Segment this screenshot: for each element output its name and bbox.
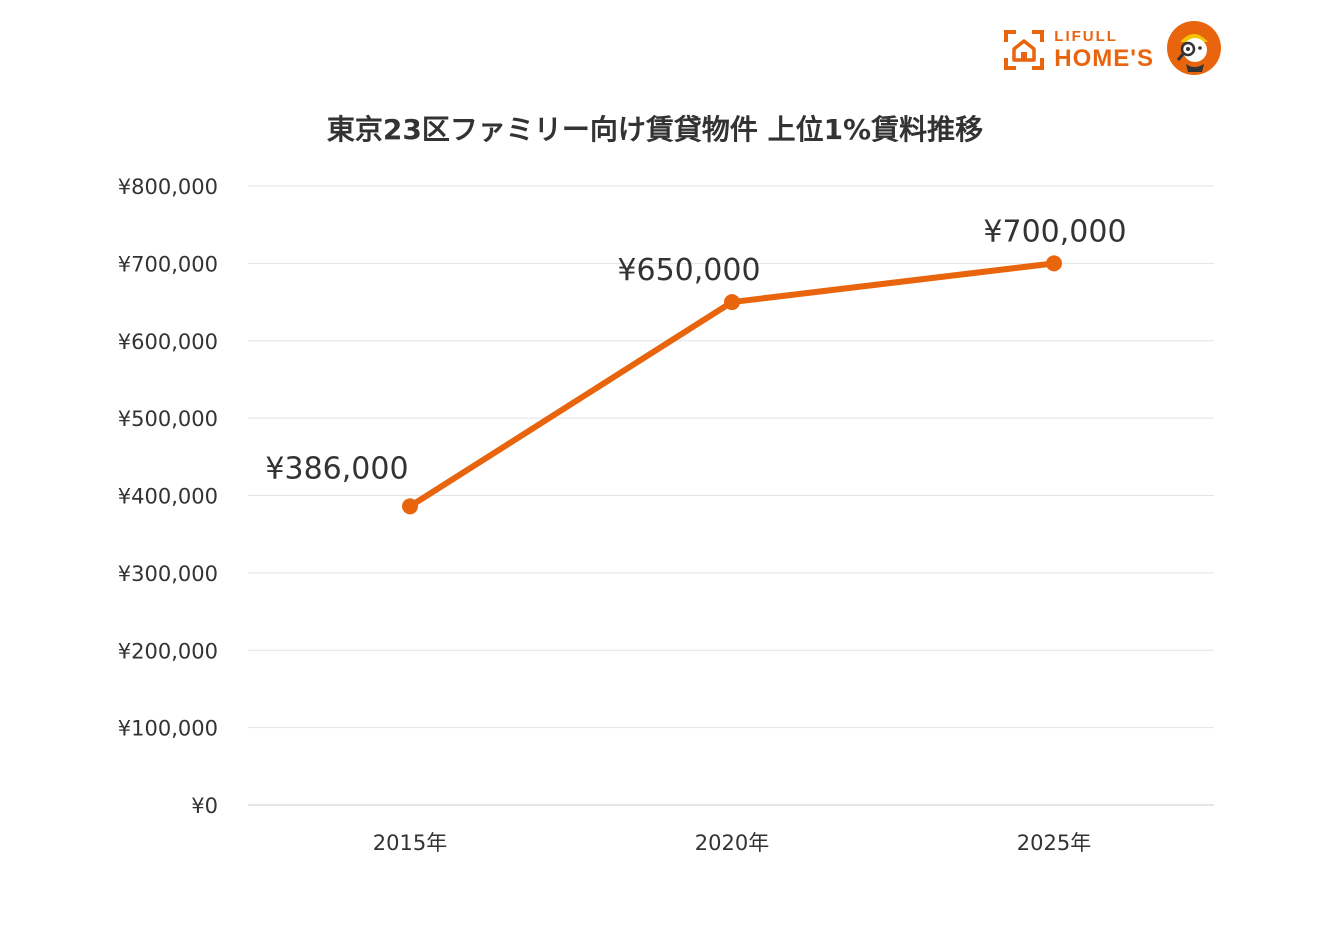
mascot-detective-icon — [1166, 20, 1222, 80]
data-label: ¥700,000 — [983, 214, 1126, 249]
x-tick-label: 2015年 — [373, 831, 447, 855]
data-label: ¥386,000 — [265, 451, 408, 486]
data-point — [1046, 255, 1062, 272]
y-tick-label: ¥100,000 — [118, 717, 218, 741]
y-tick-label: ¥400,000 — [118, 485, 218, 509]
data-point — [402, 498, 418, 515]
data-point — [724, 294, 740, 311]
data-label: ¥650,000 — [617, 253, 760, 288]
y-tick-label: ¥500,000 — [118, 407, 218, 431]
y-tick-label: ¥200,000 — [118, 639, 218, 663]
y-tick-label: ¥0 — [191, 794, 218, 818]
y-tick-label: ¥700,000 — [118, 252, 218, 276]
y-tick-label: ¥600,000 — [118, 330, 218, 354]
y-tick-label: ¥800,000 — [118, 175, 218, 199]
brand-name-top: LIFULL — [1054, 28, 1118, 45]
brand-name-bottom: HOME'S — [1054, 45, 1154, 72]
y-tick-label: ¥300,000 — [118, 562, 218, 586]
house-logo-icon — [1002, 28, 1046, 72]
x-tick-label: 2025年 — [1017, 831, 1091, 855]
x-tick-label: 2020年 — [695, 831, 769, 855]
brand-logo: LIFULL HOME'S — [1002, 20, 1222, 80]
chart-title: 東京23区ファミリー向け賃貸物件 上位1%賃料推移 — [326, 113, 984, 146]
